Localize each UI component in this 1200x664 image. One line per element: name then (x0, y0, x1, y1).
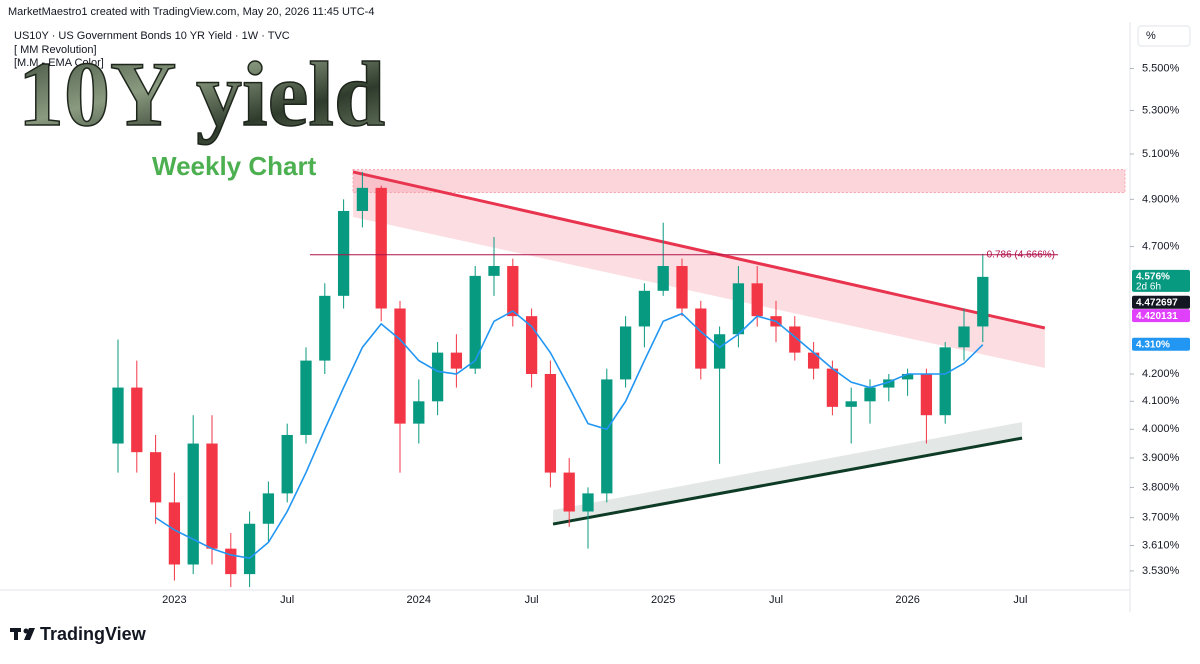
candle-body (789, 326, 801, 353)
candle-body (149, 452, 162, 503)
candle-body (657, 266, 669, 291)
candle-body (601, 379, 613, 494)
candle-body (732, 283, 745, 335)
candle-body (676, 266, 688, 309)
support-band (553, 422, 1023, 525)
unit-label: % (1146, 30, 1156, 42)
candle-body (413, 401, 425, 424)
y-tick-label: 3.800% (1142, 481, 1180, 493)
unit-box[interactable] (1137, 25, 1191, 47)
candle-body (488, 266, 500, 276)
y-tick-label: 4.100% (1142, 395, 1180, 407)
candle-body (563, 472, 575, 512)
y-tick-label: 3.530% (1142, 565, 1180, 577)
logo-stem (14, 628, 18, 640)
price-badge (1132, 309, 1190, 323)
ema-line (155, 310, 984, 559)
candle-body (262, 493, 275, 524)
candle-body (525, 316, 538, 375)
candle-body (281, 434, 293, 494)
candle-body (225, 548, 237, 575)
x-tick-label: 2023 (162, 594, 186, 606)
price-badge-label: 4.310% (1136, 339, 1170, 350)
price-badge-label: 4.420131 (1136, 311, 1178, 322)
candle-body (695, 308, 707, 369)
candle-body (469, 275, 481, 369)
price-badge (1132, 295, 1190, 309)
candle-body (375, 187, 387, 309)
y-tick-label: 5.100% (1142, 148, 1180, 160)
price-badge (1132, 337, 1190, 351)
price-badge-sublabel: 2d 6h (1136, 282, 1161, 293)
candle-body (751, 283, 763, 317)
credit: MarketMaestro1 created with TradingView.… (8, 6, 374, 18)
candle-body (168, 502, 181, 565)
x-tick-label: Jul (769, 594, 783, 606)
candle-body (713, 334, 726, 369)
x-tick-label: 2025 (651, 594, 675, 606)
x-tick-label: 2026 (895, 594, 919, 606)
y-tick-label: 4.900% (1142, 193, 1180, 205)
trendline (552, 436, 1023, 526)
candle-body (131, 387, 143, 453)
y-tick-label: 3.700% (1142, 512, 1180, 524)
candle-body (394, 308, 406, 424)
y-tick-label: 3.900% (1142, 452, 1180, 464)
candle-body (507, 266, 519, 317)
price-badge (1132, 269, 1190, 292)
candle-body (939, 347, 951, 416)
candle-body (112, 387, 124, 444)
candle-body (544, 374, 557, 473)
candle-body (206, 443, 218, 549)
resistance-zone (352, 169, 1126, 193)
candle-body (582, 493, 594, 512)
candle-body (319, 295, 331, 361)
candle-body (920, 374, 933, 416)
indicator: [ MM Revolution] (14, 44, 97, 56)
candle-body (638, 290, 651, 327)
x-tick-label: Jul (280, 594, 294, 606)
y-tick-label: 4.700% (1142, 240, 1180, 252)
candle-body (883, 379, 895, 388)
candle-body (807, 352, 820, 369)
resistance-band (353, 171, 1045, 369)
footer-brand: TradingView (40, 624, 147, 644)
candle-body (300, 360, 312, 435)
candle-body (431, 352, 444, 402)
x-tick-label: 2024 (407, 594, 431, 606)
y-tick-label: 4.200% (1142, 368, 1180, 380)
candle-body (187, 443, 199, 565)
y-tick-label: 5.300% (1142, 104, 1180, 116)
price-badge-label: 4.472697 (1136, 297, 1178, 308)
chart-subtitle: Weekly Chart (152, 151, 317, 181)
candle-body (977, 276, 989, 327)
x-tick-label: Jul (525, 594, 539, 606)
fib-label: 0.786 (4.666%) (987, 249, 1055, 260)
candle-body (901, 374, 914, 380)
indicator: [M.M - EMA Color] (14, 57, 104, 69)
price-badge-label: 4.576% (1136, 272, 1170, 283)
candle-body (619, 326, 632, 380)
y-tick-label: 5.500% (1142, 62, 1180, 74)
y-tick-label: 3.610% (1142, 539, 1180, 551)
logo-slash (24, 628, 35, 640)
x-tick-label: Jul (1013, 594, 1027, 606)
y-tick-label: 4.000% (1142, 423, 1180, 435)
candle-body (826, 368, 839, 407)
candle-body (450, 352, 463, 369)
candle-body (356, 187, 369, 211)
candle-body (243, 523, 256, 575)
candle-body (958, 326, 970, 348)
candle-body (864, 387, 876, 402)
chart-title: 10Y yield (18, 43, 385, 145)
candle-body (337, 210, 350, 296)
symbol: US10Y · US Government Bonds 10 YR Yield … (14, 30, 290, 42)
candle-body (845, 401, 857, 407)
trendline (352, 170, 1046, 330)
footer-logo (10, 628, 35, 640)
plot-area (112, 169, 1126, 588)
